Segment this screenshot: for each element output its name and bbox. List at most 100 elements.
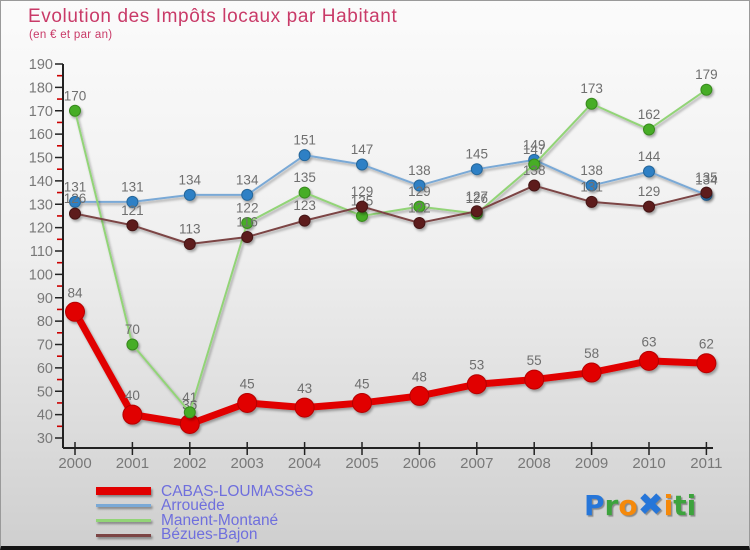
value-label: 145	[466, 147, 489, 162]
logo-letter: t	[673, 489, 687, 522]
value-label: 131	[121, 179, 144, 194]
x-tick-label: 2001	[116, 455, 149, 472]
value-label: 123	[293, 198, 316, 213]
value-label: 138	[523, 163, 546, 178]
series-line	[74, 184, 708, 245]
x-tick-label: 2006	[403, 455, 436, 472]
data-point	[294, 397, 315, 418]
legend-swatch-brown	[96, 533, 151, 537]
value-label: 179	[695, 67, 718, 82]
data-point	[413, 200, 426, 213]
y-tick-label: 120	[29, 221, 53, 237]
value-label: 48	[412, 369, 427, 384]
data-point	[639, 350, 659, 371]
data-point	[241, 188, 254, 201]
value-label: 131	[580, 179, 603, 194]
value-label: 45	[354, 376, 369, 391]
data-point	[524, 369, 545, 390]
data-point	[241, 230, 254, 243]
x-tick-label: 2010	[632, 455, 665, 472]
legend-swatch-green	[96, 518, 151, 522]
logo-letter: r	[604, 489, 619, 522]
y-tick-label: 110	[30, 244, 53, 260]
data-point	[126, 338, 139, 351]
x-tick-label: 2008	[518, 455, 551, 472]
data-point	[183, 237, 196, 250]
legend-label: Bézues-Bajon	[161, 526, 258, 544]
data-point	[470, 205, 483, 218]
data-point	[298, 149, 311, 162]
value-label: 135	[293, 170, 316, 185]
x-tick-label: 2000	[58, 455, 91, 472]
data-point	[69, 207, 81, 220]
value-label: 62	[699, 337, 714, 352]
legend-item-arrouede: Arrouède	[96, 497, 313, 515]
value-label: 55	[527, 353, 542, 368]
data-point	[466, 374, 487, 395]
line-chart: 30 40 50 60 70 80 90 100 110 120 130 140 150 160 170 18…	[29, 57, 723, 472]
series-line	[74, 88, 708, 414]
data-point	[409, 385, 430, 406]
data-point	[183, 406, 196, 419]
data-point	[241, 216, 254, 229]
data-point	[643, 123, 655, 136]
value-label: 126	[64, 191, 87, 206]
value-label: 40	[125, 388, 140, 403]
data-point	[65, 301, 85, 322]
y-tick-label: 100	[29, 267, 53, 283]
y-tick-label: 190	[29, 57, 53, 73]
data-point	[581, 362, 602, 383]
x-tick-label: 2003	[231, 455, 264, 472]
value-label: 134	[236, 172, 259, 187]
value-label: 122	[408, 200, 431, 215]
data-point	[585, 195, 598, 208]
page-subtitle: (en € et par an)	[29, 29, 113, 41]
logo-letter: i	[686, 489, 697, 522]
y-tick-label: 150	[29, 151, 53, 167]
x-tick-label: 2005	[345, 455, 378, 472]
value-label: 135	[695, 170, 718, 185]
axes: 30 40 50 60 70 80 90 100 110 120 130 140 150 160 170 18…	[29, 57, 723, 472]
data-point	[643, 165, 655, 178]
data-point	[413, 179, 426, 192]
value-label: 84	[67, 285, 83, 300]
legend-item-cabas-loumasses: CABAS-LOUMASSèS	[96, 484, 313, 499]
data-point	[528, 158, 541, 171]
data-point	[700, 83, 713, 96]
value-label: 151	[293, 133, 316, 148]
value-label: 144	[638, 149, 661, 164]
legend-label: Arrouède	[161, 497, 225, 515]
value-label: 41	[182, 390, 197, 405]
y-tick-label: 180	[29, 80, 53, 96]
data-point	[643, 200, 655, 213]
data-point	[352, 392, 372, 413]
x-tick-label: 2011	[690, 455, 722, 472]
x-tick-label: 2007	[460, 455, 493, 472]
value-label: 53	[469, 358, 484, 373]
data-point	[700, 186, 713, 199]
value-label: 170	[64, 88, 87, 103]
logo-letter: i	[663, 489, 674, 522]
data-point	[585, 97, 598, 110]
y-tick-label: 50	[37, 384, 53, 400]
proxiti-logo: Pro✖iti	[584, 487, 697, 523]
legend-item-manent-montane: Manent-Montané	[96, 513, 313, 528]
value-label: 149	[523, 137, 546, 152]
value-label: 122	[236, 200, 259, 215]
value-label: 134	[179, 172, 202, 187]
legend-swatch-blue	[96, 504, 151, 508]
series-line	[71, 308, 710, 428]
value-label: 173	[580, 81, 603, 96]
data-point	[585, 179, 598, 192]
value-label: 147	[523, 142, 546, 157]
y-tick-label: 90	[37, 291, 53, 307]
legend-label: Manent-Montané	[161, 511, 279, 529]
data-point	[470, 163, 483, 176]
value-label: 58	[584, 346, 599, 361]
y-tick-label: 160	[29, 127, 53, 143]
page-title: Evolution des Impôts locaux par Habitant	[28, 6, 398, 27]
y-tick-label: 30	[37, 431, 53, 447]
